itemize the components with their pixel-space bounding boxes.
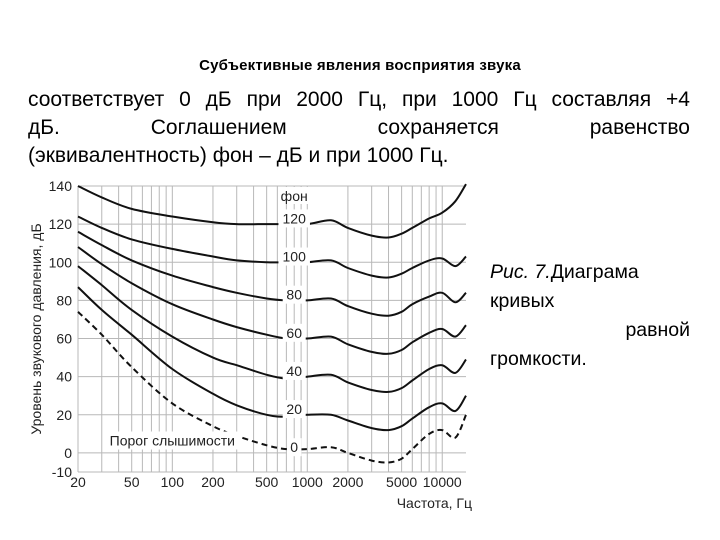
loudness-curve-40-phon bbox=[77, 265, 467, 393]
y-tick-label: 140 bbox=[49, 178, 73, 194]
curve-label-100: 100 bbox=[283, 249, 307, 265]
y-tick-label: 120 bbox=[49, 216, 73, 232]
y-tick-label: 100 bbox=[49, 254, 73, 270]
x-tick-label: 5000 bbox=[386, 474, 417, 490]
y-tick-label: 60 bbox=[56, 331, 72, 347]
curve-label-background bbox=[278, 209, 310, 228]
caption-line-1: Диаграма bbox=[550, 261, 639, 283]
loudness-curve-120-phon bbox=[77, 183, 467, 239]
x-axis-label: Частота, Гц bbox=[397, 495, 472, 511]
caption-line-4: громкости. bbox=[490, 348, 587, 370]
paragraph-line-3: (эквивалентность) фон – дБ и при 1000 Гц… bbox=[28, 144, 449, 167]
paragraph-line-1: соответствует 0 дБ при 2000 Гц, при 1000… bbox=[28, 88, 690, 111]
caption-line-2: кривых bbox=[490, 290, 555, 312]
paragraph-line-2: дБ. Соглашением сохраняется равенство bbox=[28, 116, 690, 139]
x-tick-label: 20 bbox=[70, 474, 86, 490]
loudness-curve-0-phon bbox=[77, 311, 467, 464]
body-paragraph: соответствует 0 дБ при 2000 Гц, при 1000… bbox=[28, 86, 690, 170]
curve-label-background bbox=[282, 285, 306, 304]
caption-line-3: равной bbox=[625, 319, 690, 341]
curve-label-0: 0 bbox=[290, 439, 298, 455]
loudness-curve-100-phon bbox=[77, 215, 467, 279]
curve-label-background bbox=[286, 438, 302, 457]
y-tick-label: -10 bbox=[52, 464, 72, 480]
curve-label-background bbox=[282, 323, 306, 342]
loudness-curve-60-phon bbox=[77, 246, 467, 355]
figure-caption: Рис. 7.Диаграма кривых равной громкости. bbox=[490, 258, 690, 374]
legend-title: фон bbox=[281, 188, 308, 204]
curve-label-20: 20 bbox=[286, 401, 302, 417]
curve-label-background bbox=[282, 400, 306, 419]
annotation-background bbox=[104, 431, 241, 450]
x-tick-label: 50 bbox=[124, 474, 140, 490]
caption-prefix: Рис. 7. bbox=[490, 261, 551, 283]
chart-grid bbox=[77, 185, 466, 473]
y-tick-label: 40 bbox=[56, 369, 72, 385]
x-tick-label: 100 bbox=[161, 474, 185, 490]
chart-curves bbox=[77, 183, 467, 464]
y-tick-label: 20 bbox=[56, 407, 72, 423]
curve-label-60: 60 bbox=[286, 325, 302, 341]
x-tick-label: 200 bbox=[201, 474, 225, 490]
curve-label-120: 120 bbox=[283, 210, 307, 226]
x-tick-label: 2000 bbox=[332, 474, 363, 490]
curve-label-background bbox=[278, 247, 310, 266]
y-tick-label: 0 bbox=[64, 445, 72, 461]
slide-title: Субъективные явления восприятия звука bbox=[199, 57, 521, 74]
x-tick-label: 10000 bbox=[423, 474, 462, 490]
y-axis-label: Уровень звукового давления, дБ bbox=[28, 223, 44, 434]
loudness-curve-20-phon bbox=[77, 286, 467, 432]
curve-label-80: 80 bbox=[286, 287, 302, 303]
y-tick-label: 80 bbox=[56, 292, 72, 308]
x-tick-label: 1000 bbox=[292, 474, 323, 490]
x-tick-label: 500 bbox=[255, 474, 279, 490]
curve-label-background bbox=[282, 361, 306, 380]
legend-title-background bbox=[278, 187, 311, 204]
threshold-annotation: Порог слышимости bbox=[110, 432, 235, 448]
loudness-curve-80-phon bbox=[77, 230, 467, 317]
curve-label-40: 40 bbox=[286, 363, 302, 379]
